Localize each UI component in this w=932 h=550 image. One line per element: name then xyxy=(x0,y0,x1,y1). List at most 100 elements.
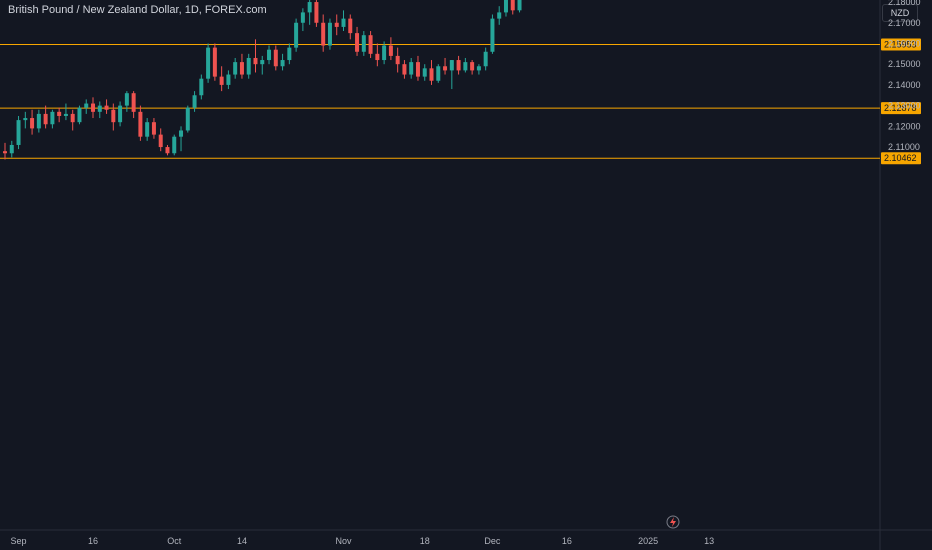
x-tick-label: 18 xyxy=(420,536,430,546)
horizontal-line-label: 2.10462 xyxy=(884,153,917,163)
candle-body xyxy=(348,18,353,34)
candle-body xyxy=(206,47,211,79)
x-tick-label: Oct xyxy=(167,536,182,546)
candle-body xyxy=(355,33,360,52)
candle-body xyxy=(517,0,522,11)
go-to-realtime-icon[interactable] xyxy=(666,515,680,529)
y-tick-label: 2.16000 xyxy=(888,38,921,48)
candle-body xyxy=(77,107,82,123)
x-tick-label: Nov xyxy=(335,536,352,546)
candle-body xyxy=(422,68,427,77)
candle-body xyxy=(23,118,28,121)
candle-body xyxy=(503,0,508,13)
x-axis: Sep 16 Oct 14 Nov 18 Dec 16 2025 13 xyxy=(11,536,715,546)
candle-body xyxy=(151,122,156,135)
candle-body xyxy=(456,60,461,71)
candle-body xyxy=(476,66,481,71)
candle-body xyxy=(429,68,434,81)
horizontal-line-tag xyxy=(881,38,921,51)
y-tick-label: 2.14000 xyxy=(888,80,921,90)
candle-body xyxy=(97,105,102,112)
x-tick-label: Dec xyxy=(484,536,501,546)
candle-body xyxy=(111,109,116,123)
x-tick-label: 16 xyxy=(562,536,572,546)
candle-body xyxy=(409,62,414,75)
candle-body xyxy=(294,22,299,48)
chart-title: British Pound / New Zealand Dollar, 1D, … xyxy=(8,4,267,16)
candle-body xyxy=(185,107,190,131)
candle-body xyxy=(50,111,55,125)
currency-button[interactable]: NZD xyxy=(882,4,918,22)
horizontal-line-label: 2.15953 xyxy=(884,39,917,49)
horizontal-line-tag xyxy=(881,102,921,115)
x-tick-label: Sep xyxy=(11,536,27,546)
candle-body xyxy=(239,62,244,75)
candle-body xyxy=(118,105,123,123)
candle-body xyxy=(104,105,109,110)
candle-body xyxy=(497,12,502,19)
candle-body xyxy=(470,62,475,71)
candle-body xyxy=(192,95,197,108)
candle-body xyxy=(138,111,143,137)
candle-body xyxy=(314,2,319,23)
candle-body xyxy=(510,0,515,11)
y-tick-label: 2.18000 xyxy=(888,0,921,7)
candle-body xyxy=(368,35,373,54)
candle-body xyxy=(30,118,35,129)
candle-body xyxy=(219,76,224,85)
candle-body xyxy=(63,113,68,116)
candle-body xyxy=(246,57,251,75)
candle-body xyxy=(36,113,41,129)
horizontal-line-label: 2.12878 xyxy=(884,103,917,113)
y-tick-label: 2.11000 xyxy=(888,142,920,152)
candle-body xyxy=(361,35,366,52)
candle-body xyxy=(267,49,272,61)
candle-body xyxy=(84,103,89,108)
y-tick-label: 2.12000 xyxy=(888,121,921,131)
horizontal-line-tag xyxy=(881,152,921,165)
candle-body xyxy=(179,130,184,137)
candle-body xyxy=(307,2,312,13)
x-tick-label: 16 xyxy=(88,536,98,546)
candle-body xyxy=(483,51,488,67)
candle-body xyxy=(199,78,204,96)
candle-body xyxy=(395,55,400,65)
x-tick-label: 14 xyxy=(237,536,247,546)
candle-body xyxy=(131,93,136,112)
candle-body xyxy=(334,22,339,27)
candle-body xyxy=(287,47,292,61)
candle-body xyxy=(43,113,48,125)
candle-body xyxy=(388,45,393,56)
x-tick-label: 2025 xyxy=(638,536,658,546)
y-tick-label: 2.13000 xyxy=(888,101,921,111)
candle-body xyxy=(158,134,163,148)
candle-body xyxy=(321,22,326,46)
candle-body xyxy=(273,49,278,67)
candles xyxy=(3,0,522,160)
candle-body xyxy=(226,74,231,85)
candle-body xyxy=(70,113,75,123)
candle-body xyxy=(449,60,454,71)
candle-body xyxy=(341,18,346,27)
candle-body xyxy=(327,22,332,46)
y-axis: 2.11000 2.12000 2.13000 2.14000 2.15000 2.160… xyxy=(888,0,921,152)
candle-body xyxy=(382,45,387,61)
candle-body xyxy=(463,62,468,71)
candle-body xyxy=(3,151,7,154)
candle-body xyxy=(124,93,129,106)
candle-body xyxy=(91,103,96,112)
candle-body xyxy=(172,136,177,154)
x-tick-label: 13 xyxy=(704,536,714,546)
candle-body xyxy=(212,47,217,77)
candle-body xyxy=(402,64,407,75)
candle-body xyxy=(280,60,285,67)
candle-body xyxy=(16,120,21,145)
candle-body xyxy=(253,57,258,65)
candle-body xyxy=(57,111,62,116)
candle-body xyxy=(436,66,441,81)
candle-body xyxy=(165,147,170,154)
candle-body xyxy=(145,122,150,137)
